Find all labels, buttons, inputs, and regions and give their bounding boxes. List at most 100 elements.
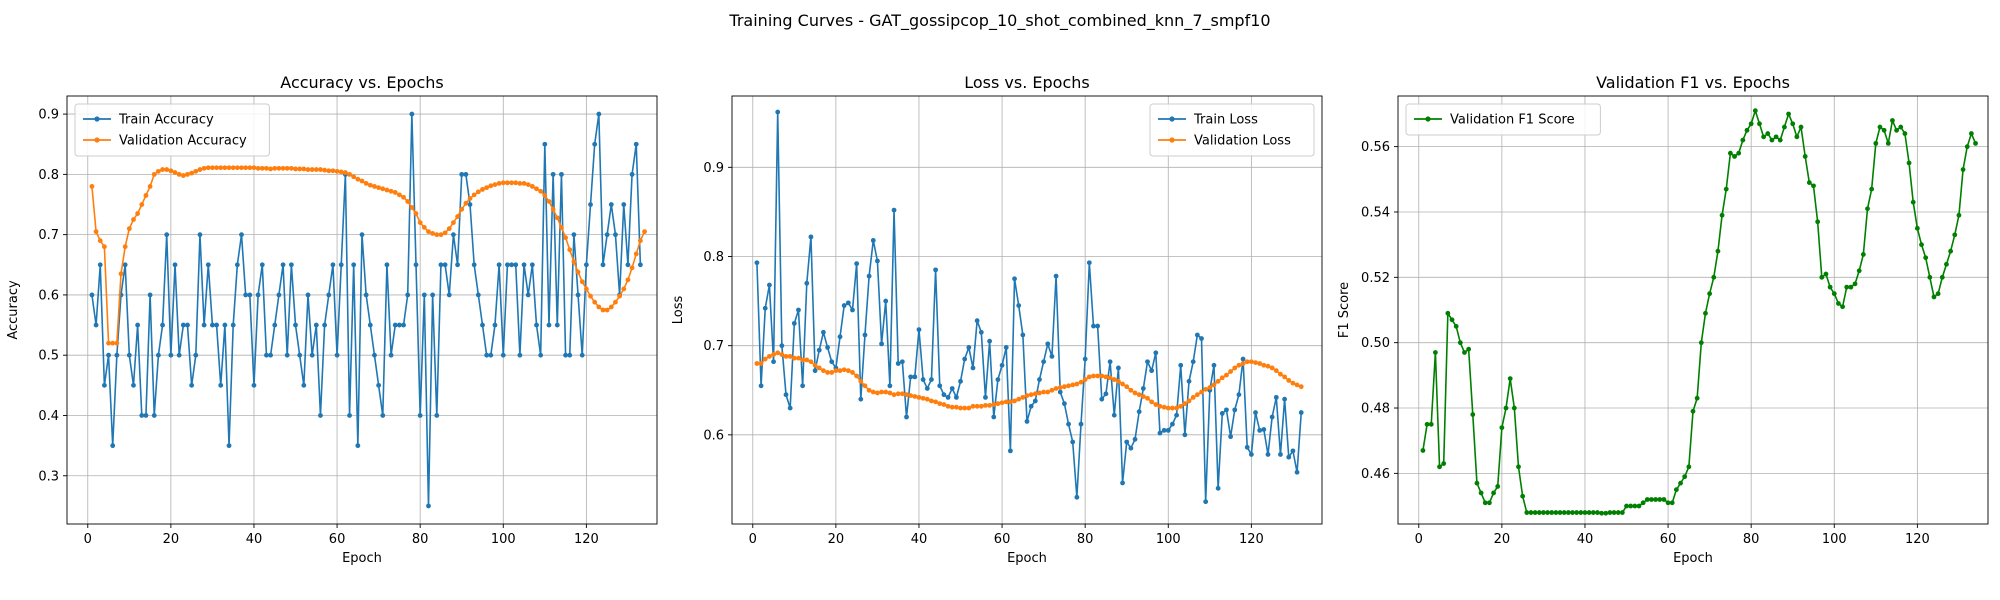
data-point	[891, 392, 897, 398]
data-point	[122, 244, 128, 250]
data-point	[1752, 108, 1758, 114]
data-point	[596, 111, 602, 117]
y-axis-label: F1 Score	[1337, 282, 1352, 338]
data-point	[542, 193, 548, 198]
data-point	[334, 352, 340, 358]
data-point	[875, 390, 880, 396]
data-point	[351, 262, 357, 268]
data-point	[629, 171, 635, 177]
data-point	[1898, 124, 1904, 130]
x-tick-label: 20	[828, 532, 845, 547]
data-point	[1140, 394, 1146, 399]
data-point	[197, 167, 203, 172]
data-point	[1157, 430, 1163, 436]
data-point	[172, 262, 178, 268]
subplot-title: Loss vs. Epochs	[964, 73, 1089, 92]
data-point	[1910, 199, 1916, 205]
legend-entry-label: Validation Loss	[1194, 134, 1291, 149]
data-point	[1890, 118, 1895, 123]
data-point	[1686, 464, 1692, 470]
data-point	[1124, 384, 1130, 390]
data-point	[883, 389, 889, 395]
data-point	[1170, 405, 1175, 411]
data-point	[1798, 124, 1804, 130]
data-point	[114, 352, 120, 358]
data-point	[1174, 412, 1179, 418]
data-point	[1516, 464, 1521, 470]
data-point	[579, 352, 585, 358]
data-point	[929, 398, 934, 404]
data-point	[160, 167, 165, 172]
data-point	[1224, 407, 1229, 413]
data-point	[1682, 474, 1688, 480]
data-point	[904, 392, 909, 398]
data-point	[1207, 385, 1213, 390]
data-point	[1453, 323, 1459, 329]
y-tick-label: 0.4	[38, 409, 59, 424]
data-point	[1111, 377, 1117, 382]
data-point	[392, 322, 398, 328]
data-point	[322, 167, 328, 173]
data-point	[1636, 503, 1642, 509]
data-point	[401, 194, 406, 200]
data-point	[301, 166, 307, 172]
data-point	[1120, 480, 1125, 486]
data-point	[1678, 480, 1683, 486]
y-tick-label: 0.5	[38, 349, 59, 364]
data-point	[1607, 510, 1613, 515]
data-point	[226, 165, 232, 171]
data-point	[243, 165, 249, 171]
data-point	[126, 226, 132, 232]
data-point	[941, 392, 947, 398]
data-point	[949, 404, 955, 410]
data-point	[1165, 427, 1171, 433]
data-point	[338, 169, 344, 175]
data-point	[455, 214, 460, 219]
data-point	[1074, 381, 1080, 387]
data-point	[1174, 405, 1179, 411]
data-point	[197, 232, 203, 238]
data-point	[239, 165, 244, 171]
data-point	[509, 262, 514, 268]
data-point	[1960, 167, 1966, 172]
data-point	[426, 503, 431, 509]
data-point	[808, 234, 814, 240]
data-point	[538, 188, 544, 194]
data-point	[1968, 131, 1974, 136]
data-point	[613, 299, 618, 305]
data-point	[1420, 448, 1426, 453]
data-point	[446, 292, 452, 298]
data-point	[1703, 310, 1708, 316]
data-point	[110, 443, 116, 449]
data-point	[185, 171, 190, 177]
data-point	[326, 292, 332, 298]
data-point	[937, 383, 943, 389]
data-point	[97, 238, 103, 244]
data-point	[1603, 510, 1609, 516]
y-tick-label: 0.56	[1361, 140, 1390, 155]
data-point	[554, 215, 560, 221]
data-point	[1511, 405, 1517, 411]
data-point	[1282, 374, 1288, 380]
data-point	[1806, 180, 1812, 185]
data-point	[168, 168, 174, 174]
data-point	[945, 403, 951, 409]
data-point	[1236, 392, 1242, 398]
data-point	[500, 180, 506, 186]
data-point	[571, 259, 577, 265]
data-point	[284, 165, 290, 171]
data-point	[970, 403, 976, 409]
x-tick-label: 80	[1743, 532, 1760, 547]
data-point	[995, 377, 1001, 382]
data-point	[837, 368, 843, 374]
data-point	[276, 165, 282, 171]
data-point	[143, 193, 149, 198]
data-point	[812, 362, 818, 368]
data-point	[176, 352, 182, 358]
data-point	[1831, 291, 1837, 297]
data-point	[1269, 365, 1275, 371]
data-point	[305, 292, 311, 298]
data-point	[451, 220, 456, 225]
data-point	[1290, 448, 1296, 454]
data-point	[1024, 419, 1030, 424]
